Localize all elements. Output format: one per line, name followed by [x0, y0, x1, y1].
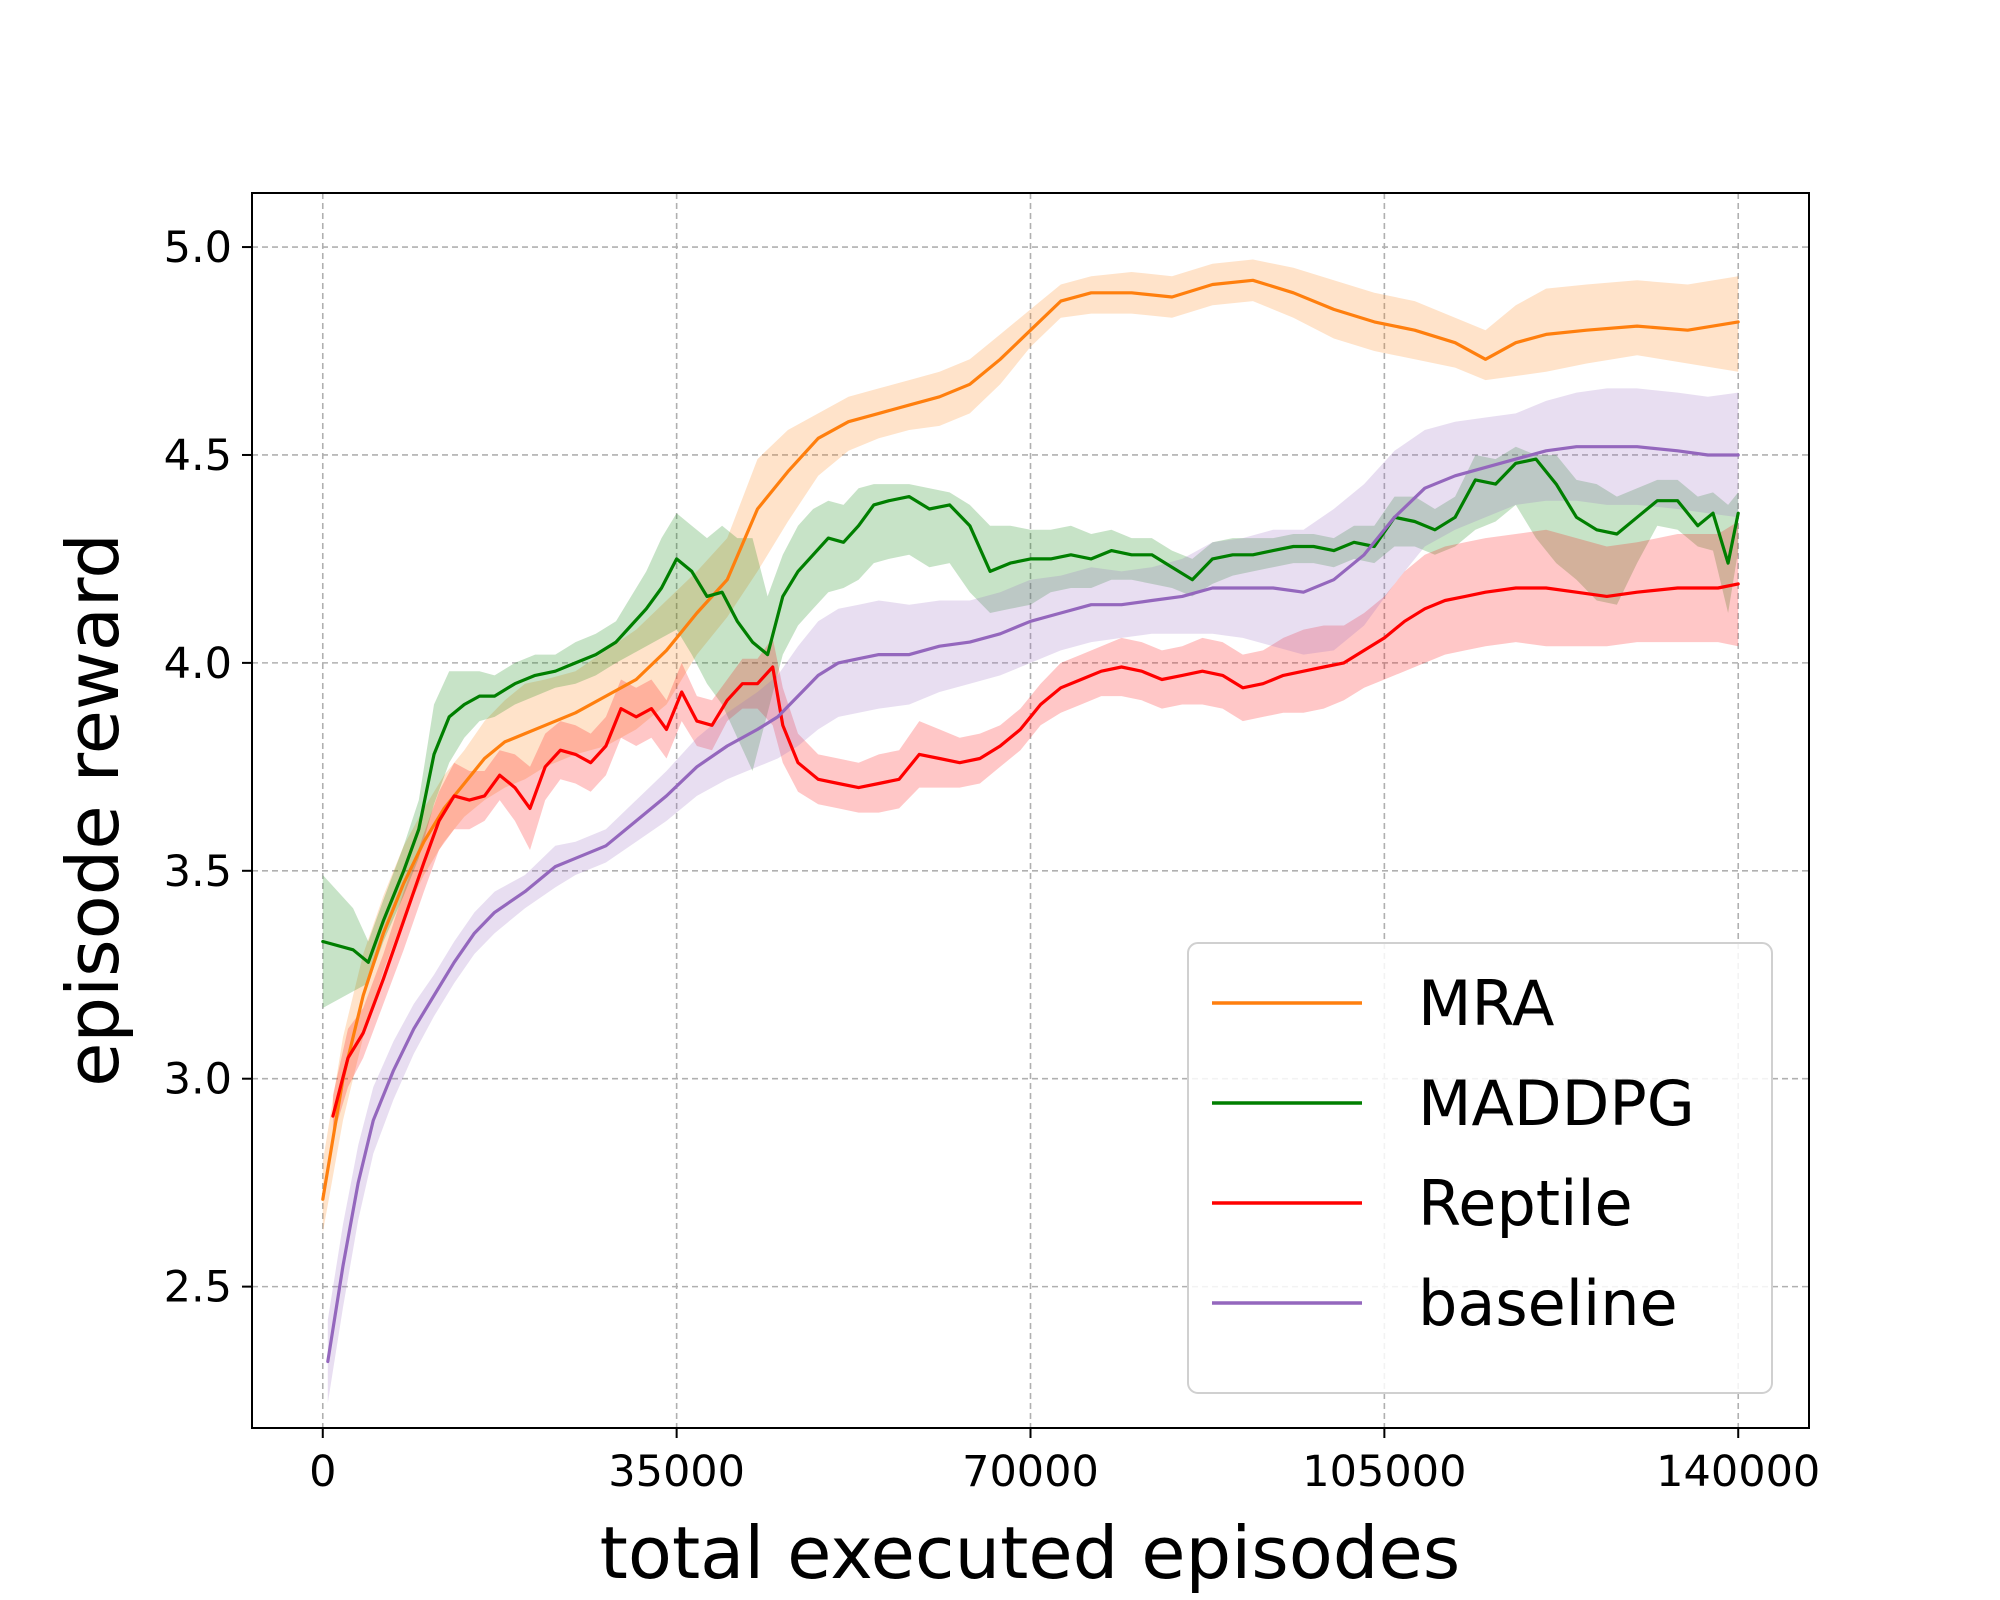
series-line-reptile [331, 582, 1740, 1118]
legend-label-baseline: baseline [1418, 1267, 1678, 1340]
legend: MRA MADDPG Reptile baseline [1187, 942, 1773, 1394]
legend-label-reptile: Reptile [1418, 1167, 1633, 1240]
x-tick-label: 70000 [962, 1447, 1099, 1497]
y-tick-label: 5.0 [164, 223, 232, 273]
y-tick-label: 3.5 [164, 847, 232, 897]
legend-frame [1187, 942, 1773, 1394]
series-line-baseline [326, 445, 1740, 1364]
y-tick-label: 4.0 [164, 639, 232, 689]
axis-ticks: 0 35000 70000 105000 140000 2.5 3.0 3.5 4.0 4.5 5.… [164, 223, 1821, 1497]
band-baseline [327, 388, 1739, 1404]
x-tick-label: 35000 [608, 1447, 745, 1497]
y-tick-label: 3.0 [164, 1055, 232, 1105]
band-maddpg [322, 446, 1739, 1008]
x-tick-label: 105000 [1302, 1447, 1466, 1497]
x-tick-label: 140000 [1656, 1447, 1820, 1497]
y-axis-title: episode reward [51, 533, 135, 1087]
series-line-mra [321, 278, 1740, 1201]
legend-label-mra: MRA [1418, 967, 1554, 1040]
series-lines [321, 278, 1740, 1364]
confidence-bands [322, 259, 1739, 1404]
grid [252, 193, 1809, 1428]
y-tick-label: 2.5 [164, 1263, 232, 1313]
series-line-maddpg [321, 457, 1740, 964]
x-axis-title: total executed episodes [600, 1511, 1461, 1595]
band-mra [322, 259, 1739, 1233]
band-reptile [332, 521, 1739, 1137]
y-tick-label: 4.5 [164, 431, 232, 481]
legend-label-maddpg: MADDPG [1418, 1067, 1695, 1140]
x-tick-label: 0 [309, 1447, 336, 1497]
